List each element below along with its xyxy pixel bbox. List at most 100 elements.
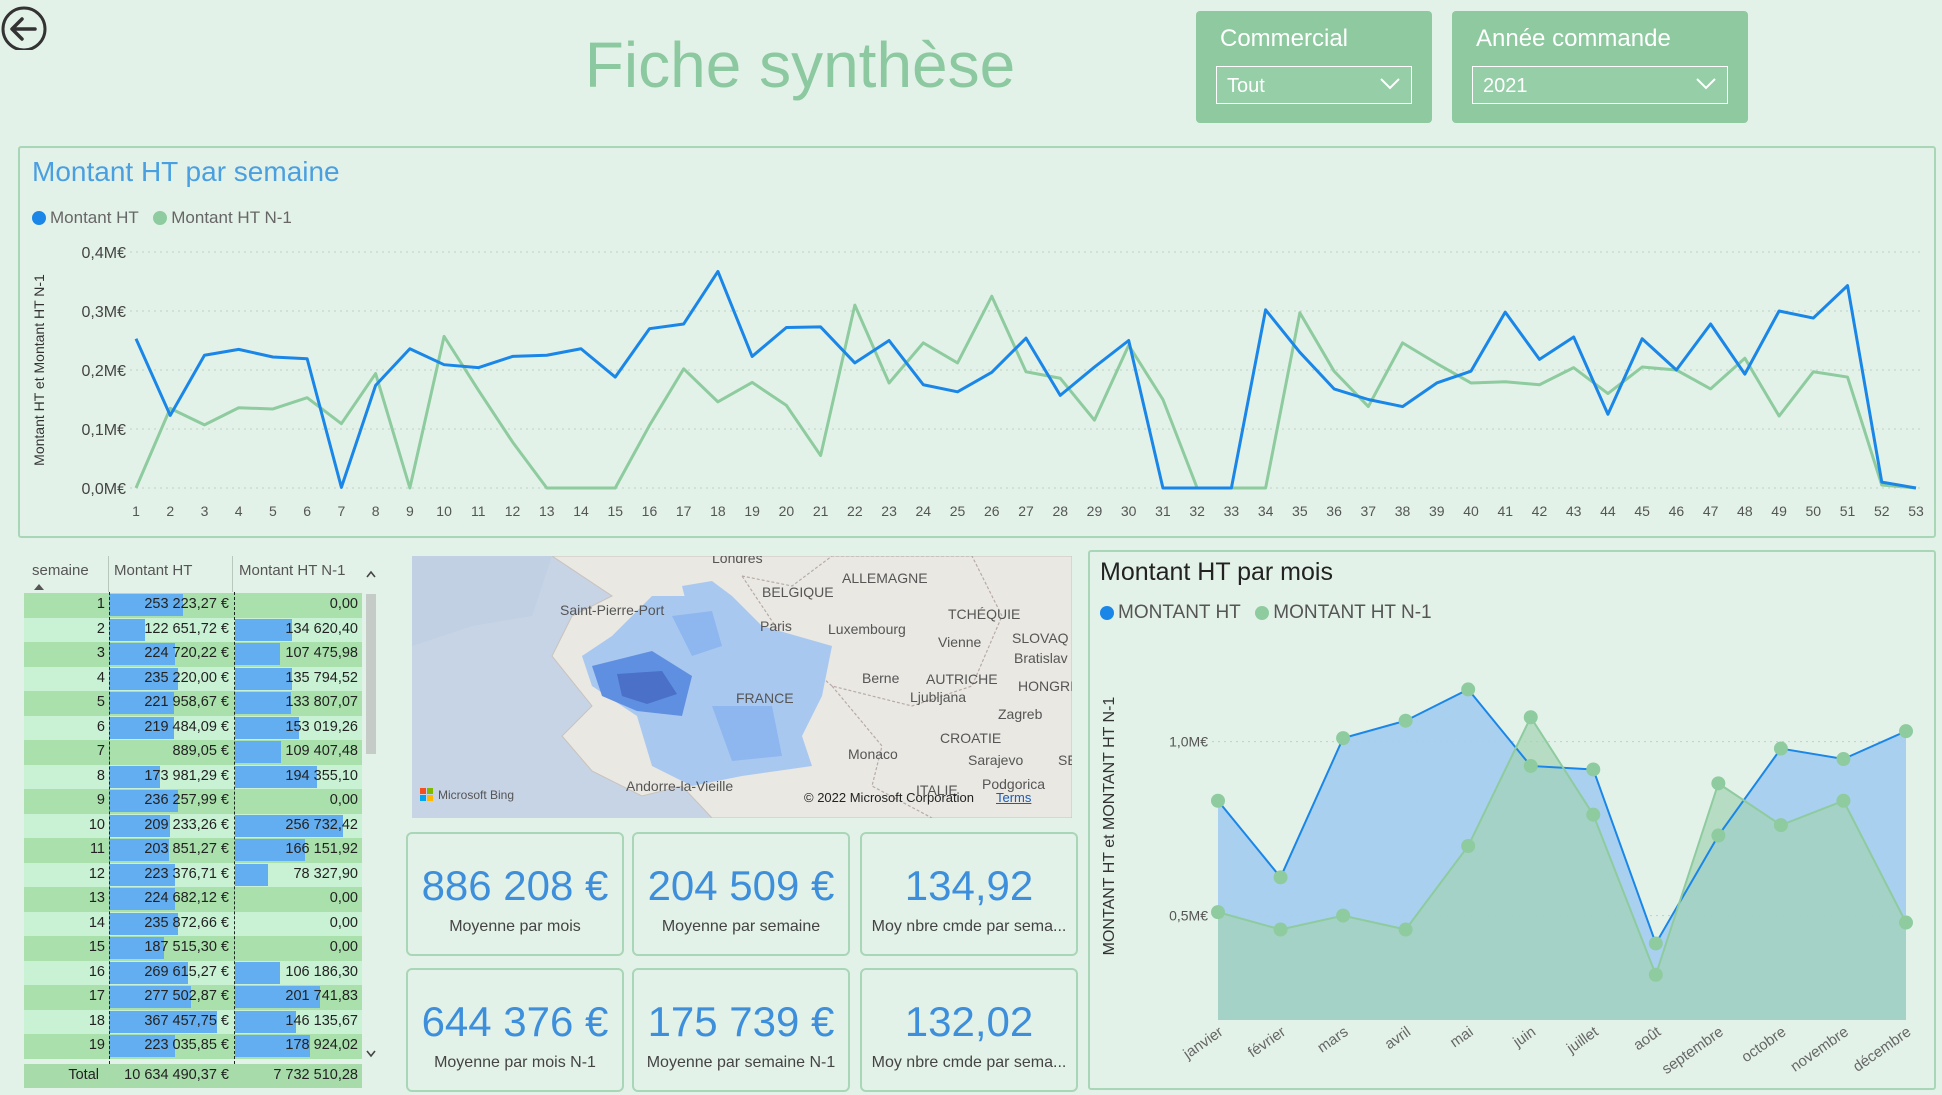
x-tick-label: 15 xyxy=(607,503,623,519)
table-row[interactable]: 13 224 682,12 € 0,00 xyxy=(24,887,362,912)
map-label: Paris xyxy=(760,618,792,634)
table-row[interactable]: 3 224 720,22 € 107 475,98 xyxy=(24,642,362,667)
column-header-montant-ht-n1[interactable]: Montant HT N-1 xyxy=(239,562,346,579)
x-tick-label: 25 xyxy=(950,503,966,519)
table-row[interactable]: 15 187 515,30 € 0,00 xyxy=(24,936,362,961)
data-point-ht xyxy=(1586,762,1601,777)
table-row[interactable]: 2 122 651,72 € 134 620,40 xyxy=(24,617,362,642)
data-point-n1 xyxy=(1899,915,1913,930)
data-bar xyxy=(109,618,146,641)
scroll-down-icon[interactable] xyxy=(366,1050,376,1058)
chevron-down-icon xyxy=(1696,78,1716,90)
table-row[interactable]: 8 173 981,29 € 194 355,10 xyxy=(24,764,362,789)
cell-montant-ht-n1: 107 475,98 xyxy=(235,642,362,665)
series-line-montant-ht xyxy=(134,269,1917,490)
commercial-dropdown[interactable]: Tout xyxy=(1216,66,1412,104)
cell-value: 223 376,71 € xyxy=(144,865,229,882)
weekly-chart-panel: Montant HT par semaine Montant HT Montan… xyxy=(18,146,1936,538)
table-row[interactable]: 7 889,05 € 109 407,48 xyxy=(24,740,362,765)
table-row[interactable]: 17 277 502,87 € 201 741,83 xyxy=(24,985,362,1010)
data-bar xyxy=(109,839,169,861)
x-tick-label: 5 xyxy=(269,503,277,519)
column-header-montant-ht[interactable]: Montant HT xyxy=(114,562,193,579)
cell-value: 106 186,30 xyxy=(285,963,358,980)
map-terms-link[interactable]: Terms xyxy=(996,790,1032,805)
table-row[interactable]: 16 269 615,27 € 106 186,30 xyxy=(24,960,362,985)
x-tick-label: 6 xyxy=(303,503,311,519)
data-point-ht xyxy=(1836,752,1851,766)
kpi-card: 204 509 € Moyenne par semaine xyxy=(632,832,850,956)
annee-commande-dropdown[interactable]: 2021 xyxy=(1472,66,1728,104)
x-tick-label: 10 xyxy=(436,503,452,519)
column-header-semaine[interactable]: semaine xyxy=(32,562,89,579)
sales-map[interactable]: ALLEMAGNE BELGIQUE Saint-Pierre-Port Paris L… xyxy=(412,556,1072,818)
legend-item-montant-ht[interactable]: Montant HT xyxy=(32,208,139,228)
data-point-n1 xyxy=(1836,793,1851,808)
annee-commande-slicer-label: Année commande xyxy=(1476,25,1671,52)
legend-item-montant-ht-n1[interactable]: MONTANT HT N-1 xyxy=(1255,602,1432,624)
data-point-n1 xyxy=(1586,807,1601,822)
x-tick-label: 23 xyxy=(881,503,897,519)
data-point-n1 xyxy=(1461,839,1476,853)
cell-value: 135 794,52 xyxy=(285,669,358,686)
table-scrollbar[interactable] xyxy=(364,556,378,1064)
data-point-ht xyxy=(1523,758,1538,773)
cell-semaine: 5 xyxy=(96,694,105,710)
x-tick-label: 20 xyxy=(779,503,795,519)
data-bar xyxy=(235,986,320,1008)
monthly-chart-panel: Montant HT par mois MONTANT HT MONTANT H… xyxy=(1088,550,1936,1090)
table-row[interactable]: 10 209 233,26 € 256 732,42 xyxy=(24,813,362,838)
cell-montant-ht-n1: 194 355,10 xyxy=(235,765,362,788)
cell-value: 889,05 € xyxy=(172,743,229,759)
scrollbar-thumb[interactable] xyxy=(366,594,376,754)
scroll-up-icon[interactable] xyxy=(366,570,376,578)
legend-dot-icon xyxy=(32,211,46,225)
y-tick-label: 0,5M€ xyxy=(1169,908,1208,924)
series-line-montant-ht-n1 xyxy=(134,294,1917,490)
back-button[interactable] xyxy=(0,0,50,52)
map-copyright: © 2022 Microsoft Corporation xyxy=(804,790,974,805)
x-tick-label: 13 xyxy=(539,503,555,519)
table-row[interactable]: 4 235 220,00 € 135 794,52 xyxy=(24,666,362,691)
cell-montant-ht-n1: 0,00 xyxy=(235,593,362,616)
table-row[interactable]: 9 236 257,99 € 0,00 xyxy=(24,789,362,814)
cell-semaine: 7 xyxy=(96,743,105,759)
cell-value: 219 484,09 € xyxy=(144,718,229,735)
data-point-n1 xyxy=(1398,922,1413,937)
monthly-legend: MONTANT HT MONTANT HT N-1 xyxy=(1100,602,1442,625)
table-row[interactable]: 19 223 035,85 € 178 924,02 xyxy=(24,1034,362,1059)
cell-montant-ht: 224 720,22 € xyxy=(109,642,233,665)
table-row[interactable]: 5 221 958,67 € 133 807,07 xyxy=(24,691,362,716)
commercial-dropdown-value: Tout xyxy=(1227,75,1265,97)
table-row[interactable]: 6 219 484,09 € 153 019,26 xyxy=(24,715,362,740)
x-tick-label: 8 xyxy=(372,503,380,519)
x-tick-label: 35 xyxy=(1292,503,1308,519)
legend-item-montant-ht[interactable]: MONTANT HT xyxy=(1100,602,1241,624)
y-axis-label: MONTANT HT et MONTANT HT N-1 xyxy=(1101,697,1118,956)
cell-semaine: 1 xyxy=(96,596,105,612)
data-point-n1 xyxy=(1273,922,1288,937)
table-row[interactable]: 12 223 376,71 € 78 327,90 xyxy=(24,862,362,887)
legend-item-montant-ht-n1[interactable]: Montant HT N-1 xyxy=(153,208,292,228)
cell-value: 201 741,83 xyxy=(285,988,358,1004)
map-label: ALLEMAGNE xyxy=(842,570,928,586)
bing-logo: Microsoft Bing xyxy=(420,788,514,802)
cell-value: 0,00 xyxy=(329,914,358,931)
map-label: SLOVAQ xyxy=(1012,630,1069,646)
weekly-chart-title: Montant HT par semaine xyxy=(32,156,340,187)
data-bar xyxy=(235,961,280,984)
legend-label: MONTANT HT N-1 xyxy=(1273,602,1432,623)
cell-montant-ht-n1: 109 407,48 xyxy=(235,740,362,763)
x-tick-label: 3 xyxy=(201,503,209,519)
legend-dot-icon xyxy=(1100,606,1114,620)
map-label: TCHÉQUIE xyxy=(948,606,1021,622)
data-point-ht xyxy=(1336,731,1351,746)
x-tick-label: 28 xyxy=(1052,503,1068,519)
table-row[interactable]: 18 367 457,75 € 146 135,67 xyxy=(24,1009,362,1034)
table-row[interactable]: 11 203 851,27 € 166 151,92 xyxy=(24,838,362,863)
cell-value: 277 502,87 € xyxy=(144,988,229,1004)
x-tick-label: 36 xyxy=(1326,503,1342,519)
table-row[interactable]: 1 253 223,27 € 0,00 xyxy=(24,593,362,618)
table-row[interactable]: 14 235 872,66 € 0,00 xyxy=(24,911,362,936)
cell-montant-ht: 236 257,99 € xyxy=(109,789,233,812)
